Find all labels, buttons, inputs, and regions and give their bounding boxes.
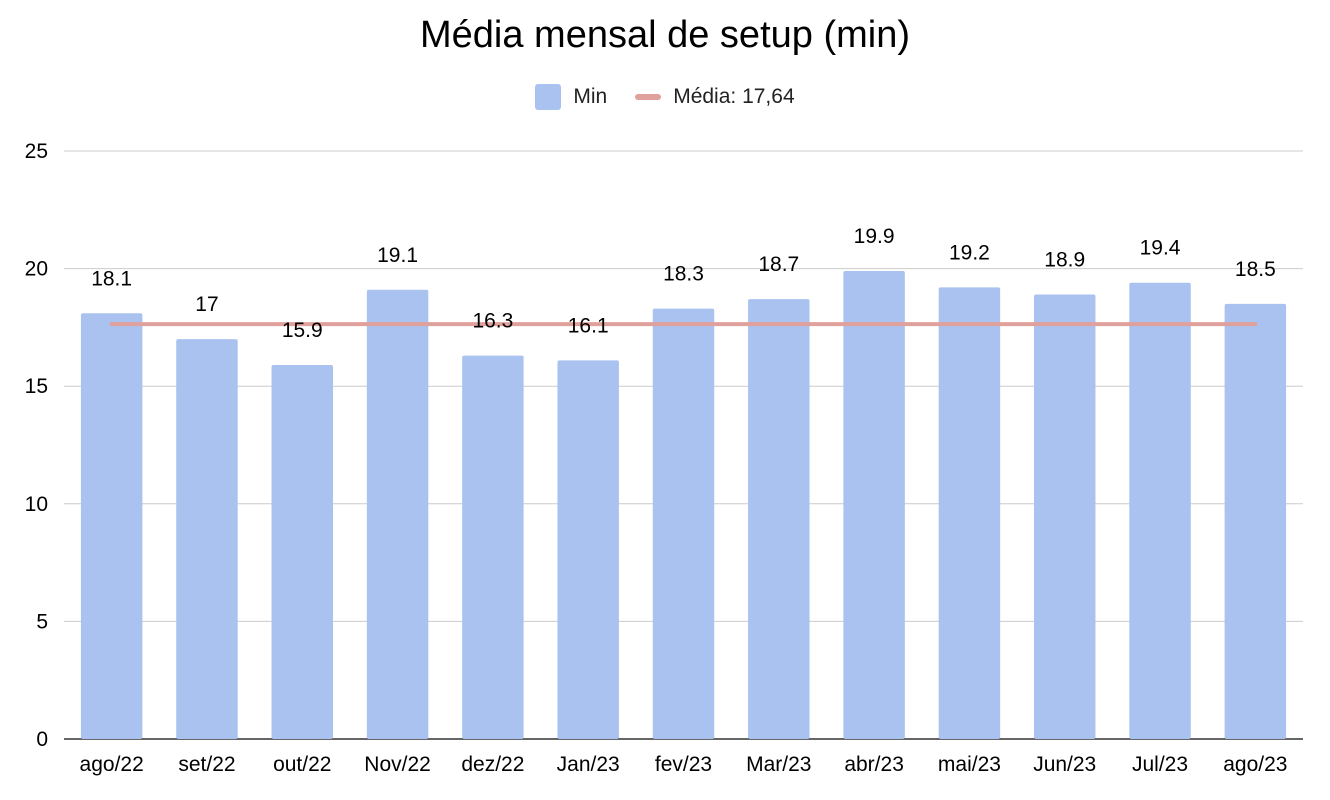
- bar: [938, 287, 1001, 739]
- y-tick-label: 25: [25, 140, 48, 163]
- bar: [748, 299, 810, 739]
- x-tick-label: ago/22: [80, 753, 144, 776]
- data-label: 18.1: [91, 267, 132, 290]
- legend-swatch-media: [635, 94, 662, 100]
- legend: Min Média: 17,64: [0, 84, 1330, 110]
- legend-item-min[interactable]: Min: [535, 84, 607, 110]
- x-tick-label: set/22: [178, 753, 235, 776]
- x-tick-label: Nov/22: [364, 753, 431, 776]
- x-tick-label: Mar/23: [746, 753, 811, 776]
- data-label: 19.9: [854, 225, 895, 248]
- data-label: 16.3: [472, 310, 513, 333]
- bar: [80, 313, 143, 739]
- x-tick-label: Jun/23: [1033, 753, 1096, 776]
- data-label: 15.9: [282, 319, 323, 342]
- x-tick-label: abr/23: [844, 753, 904, 776]
- x-tick-label: ago/23: [1223, 753, 1287, 776]
- legend-label-min: Min: [573, 85, 608, 108]
- y-tick-label: 15: [25, 375, 48, 398]
- bar: [1033, 294, 1096, 739]
- chart-title: Média mensal de setup (min): [420, 14, 910, 56]
- data-label: 19.1: [377, 244, 418, 267]
- legend-label-media: Média: 17,64: [673, 85, 795, 108]
- bar: [366, 289, 429, 739]
- bar: [652, 308, 715, 739]
- data-label: 18.7: [758, 253, 799, 276]
- x-tick-label: fev/23: [655, 753, 712, 776]
- data-label: 17: [195, 293, 218, 316]
- legend-item-media[interactable]: Média: 17,64: [635, 85, 795, 109]
- data-label: 18.5: [1235, 258, 1276, 281]
- data-label: 19.4: [1140, 237, 1181, 260]
- y-tick-label: 20: [25, 258, 48, 281]
- y-tick-label: 5: [36, 610, 48, 633]
- x-tick-label: dez/22: [461, 753, 524, 776]
- y-tick-label: 10: [25, 493, 48, 516]
- data-label: 18.9: [1044, 248, 1085, 271]
- bar: [271, 365, 334, 739]
- data-label: 19.2: [949, 241, 990, 264]
- data-label: 18.3: [663, 263, 704, 286]
- bar: [1129, 282, 1191, 739]
- bar: [176, 339, 238, 739]
- x-tick-label: Jul/23: [1132, 753, 1188, 776]
- bar: [557, 360, 619, 739]
- data-label: 16.1: [568, 314, 609, 337]
- bar: [462, 355, 524, 739]
- x-tick-label: mai/23: [938, 753, 1001, 776]
- bar: [843, 270, 905, 739]
- bar: [1224, 303, 1287, 739]
- y-tick-label: 0: [36, 728, 48, 751]
- x-tick-label: Jan/23: [557, 753, 620, 776]
- x-tick-label: out/22: [273, 753, 331, 776]
- legend-swatch-min: [535, 84, 562, 110]
